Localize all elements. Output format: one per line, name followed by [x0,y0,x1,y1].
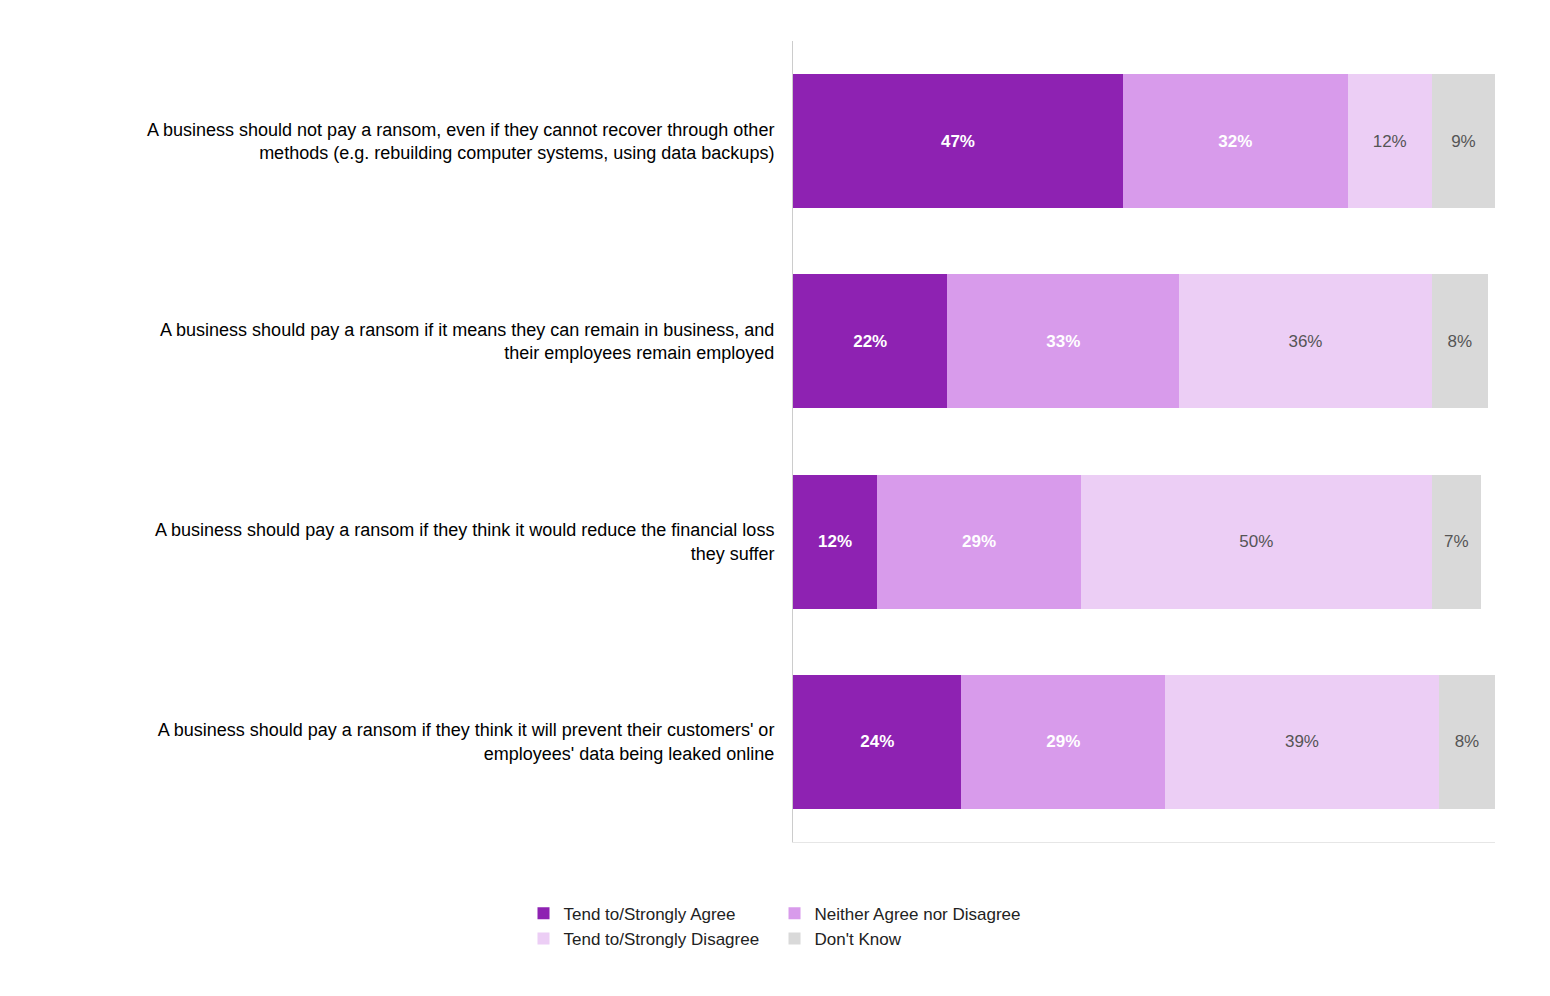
svg-text:Tend to/Strongly Agree: Tend to/Strongly Agree [564,905,736,924]
svg-text:39%: 39% [1285,732,1319,751]
svg-text:A business should not pay a ra: A business should not pay a ransom, even… [147,120,774,163]
svg-text:22%: 22% [853,332,887,351]
svg-text:8%: 8% [1455,732,1480,751]
svg-text:47%: 47% [941,132,975,151]
svg-text:A business should pay a ransom: A business should pay a ransom if it mea… [160,320,774,363]
svg-text:29%: 29% [1046,732,1080,751]
svg-text:29%: 29% [962,532,996,551]
svg-text:7%: 7% [1444,532,1469,551]
svg-text:Neither Agree nor Disagree: Neither Agree nor Disagree [815,905,1021,924]
svg-text:Don't Know: Don't Know [815,930,902,949]
svg-text:8%: 8% [1448,332,1473,351]
svg-text:24%: 24% [860,732,894,751]
svg-text:12%: 12% [1373,132,1407,151]
svg-text:33%: 33% [1046,332,1080,351]
svg-text:A business should pay a ransom: A business should pay a ransom if they t… [158,720,775,763]
svg-text:50%: 50% [1239,532,1273,551]
svg-text:9%: 9% [1451,132,1476,151]
svg-text:32%: 32% [1218,132,1252,151]
svg-text:Tend to/Strongly Disagree: Tend to/Strongly Disagree [564,930,760,949]
svg-text:A business should pay a ransom: A business should pay a ransom if they t… [155,520,774,563]
svg-text:12%: 12% [818,532,852,551]
svg-text:36%: 36% [1288,332,1322,351]
